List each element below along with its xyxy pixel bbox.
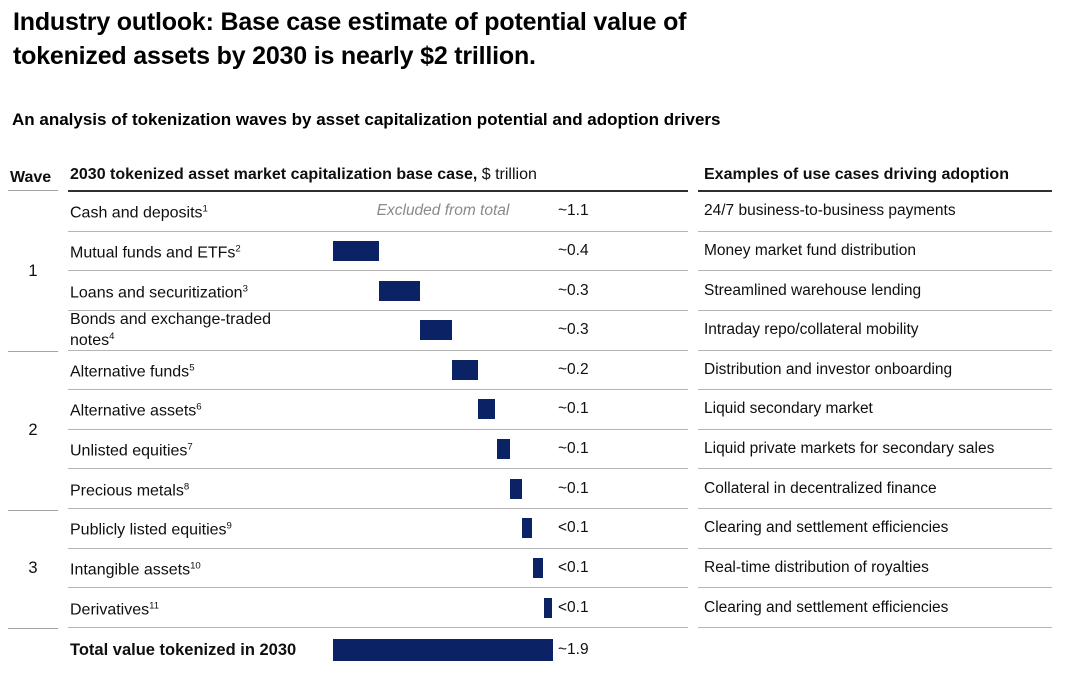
- table-row-bonds: Bonds and exchange-traded notes4 ~0.3: [68, 311, 688, 351]
- example-cell: Intraday repo/collateral mobility: [698, 311, 1052, 351]
- value-label: ~0.3: [558, 281, 589, 299]
- wave-rule-header: [8, 190, 58, 191]
- value-bar: [452, 359, 478, 380]
- bar-area: [333, 469, 553, 508]
- bar-area: [333, 628, 553, 672]
- example-cell: Money market fund distribution: [698, 232, 1052, 272]
- excluded-note: Excluded from total: [376, 202, 510, 220]
- table-row-loans: Loans and securitization3 ~0.3: [68, 271, 688, 311]
- wave-rule-3: [8, 628, 58, 629]
- bar-area: [333, 588, 553, 627]
- value-label: <0.1: [558, 519, 589, 537]
- bar-area: Excluded from total: [333, 192, 553, 231]
- value-bar: [477, 399, 496, 420]
- value-label: <0.1: [558, 598, 589, 616]
- value-label: ~0.3: [558, 321, 589, 339]
- value-bar: [510, 478, 522, 499]
- example-cell: 24/7 business-to-business payments: [698, 192, 1052, 232]
- example-cell: Clearing and settlement efficiencies: [698, 588, 1052, 628]
- value-bar: [333, 240, 380, 261]
- value-label: ~0.2: [558, 360, 589, 378]
- value-bar: [543, 597, 552, 618]
- market-cap-header-unit: $ trillion: [477, 166, 537, 183]
- market-cap-header-bold: 2030 tokenized asset market capitalizati…: [70, 166, 478, 183]
- table-row-unlisted-equities: Unlisted equities7 ~0.1: [68, 430, 688, 470]
- wave-1-label: 1: [28, 262, 38, 280]
- total-value-label: ~1.9: [558, 640, 589, 658]
- value-label: ~0.1: [558, 440, 589, 458]
- example-cell: Real-time distribution of royalties: [698, 549, 1052, 589]
- wave-2-label: 2: [28, 421, 38, 439]
- value-label: ~0.1: [558, 400, 589, 418]
- bar-area: [333, 549, 553, 588]
- table-row-derivatives: Derivatives11 <0.1: [68, 588, 688, 628]
- example-cell: Liquid private markets for secondary sal…: [698, 430, 1052, 470]
- market-cap-column: 2030 tokenized asset market capitalizati…: [68, 166, 688, 672]
- total-label: Total value tokenized in 2030: [70, 640, 297, 659]
- table-row-alternative-funds: Alternative funds5 ~0.2: [68, 351, 688, 391]
- value-bar: [521, 518, 533, 539]
- asset-label: Unlisted equities7: [70, 441, 193, 460]
- bar-area: [333, 509, 553, 548]
- example-cell: Collateral in decentralized finance: [698, 469, 1052, 509]
- example-cell: Clearing and settlement efficiencies: [698, 509, 1052, 549]
- value-label: ~0.1: [558, 479, 589, 497]
- bar-area: [333, 390, 553, 429]
- examples-column-header: Examples of use cases driving adoption: [698, 166, 1052, 192]
- asset-label: Loans and securitization3: [70, 282, 248, 302]
- bar-area: [333, 311, 553, 350]
- example-cell: Streamlined warehouse lending: [698, 271, 1052, 311]
- table-row-intangible-assets: Intangible assets10 <0.1: [68, 549, 688, 589]
- asset-label: Precious metals8: [70, 481, 190, 500]
- examples-column: Examples of use cases driving adoption 2…: [698, 166, 1052, 628]
- value-label: <0.1: [558, 558, 589, 576]
- value-bar: [533, 557, 543, 578]
- value-label: ~1.1: [558, 202, 589, 220]
- table-row-alternative-assets: Alternative assets6 ~0.1: [68, 390, 688, 430]
- value-label: ~0.4: [558, 241, 589, 259]
- market-cap-column-header: 2030 tokenized asset market capitalizati…: [68, 166, 688, 192]
- wave-rule-2: [8, 510, 58, 511]
- value-bar: [497, 439, 511, 460]
- page-title-line1: Industry outlook: Base case estimate of …: [13, 8, 687, 36]
- asset-label: Intangible assets10: [70, 560, 201, 579]
- asset-label: Alternative funds5: [70, 362, 195, 381]
- page-title-line2: tokenized assets by 2030 is nearly $2 tr…: [13, 42, 536, 70]
- bar-area: [333, 232, 553, 271]
- value-bar: [419, 320, 453, 341]
- wave-rule-1: [8, 351, 58, 352]
- value-bar: [379, 280, 420, 301]
- table-row-mutual-funds: Mutual funds and ETFs2 ~0.4: [68, 232, 688, 272]
- table-row-total: Total value tokenized in 2030 ~1.9: [68, 628, 688, 672]
- example-cell: Distribution and investor onboarding: [698, 351, 1052, 391]
- wave-3-label: 3: [28, 559, 38, 577]
- wave-column-header: Wave: [10, 169, 52, 186]
- bar-area: [333, 271, 553, 310]
- page-subtitle: An analysis of tokenization waves by ass…: [12, 110, 721, 129]
- asset-label: Cash and deposits1: [70, 203, 208, 222]
- table-row-cash: Cash and deposits1 Excluded from total ~…: [68, 192, 688, 232]
- total-value-bar: [333, 638, 553, 661]
- wave-column: Wave 1 2 3: [8, 166, 60, 672]
- table-row-precious-metals: Precious metals8 ~0.1: [68, 469, 688, 509]
- asset-label: Publicly listed equities9: [70, 520, 232, 539]
- table-row-publicly-listed-equities: Publicly listed equities9 <0.1: [68, 509, 688, 549]
- bar-area: [333, 430, 553, 469]
- asset-label: Derivatives11: [70, 599, 160, 619]
- page-title: Industry outlook: Base case estimate of …: [13, 5, 873, 73]
- asset-label: Mutual funds and ETFs2: [70, 243, 241, 262]
- asset-label: Bonds and exchange-traded notes4: [70, 311, 272, 350]
- bar-area: [333, 351, 553, 390]
- asset-label: Alternative assets6: [70, 401, 202, 421]
- example-cell: Liquid secondary market: [698, 390, 1052, 430]
